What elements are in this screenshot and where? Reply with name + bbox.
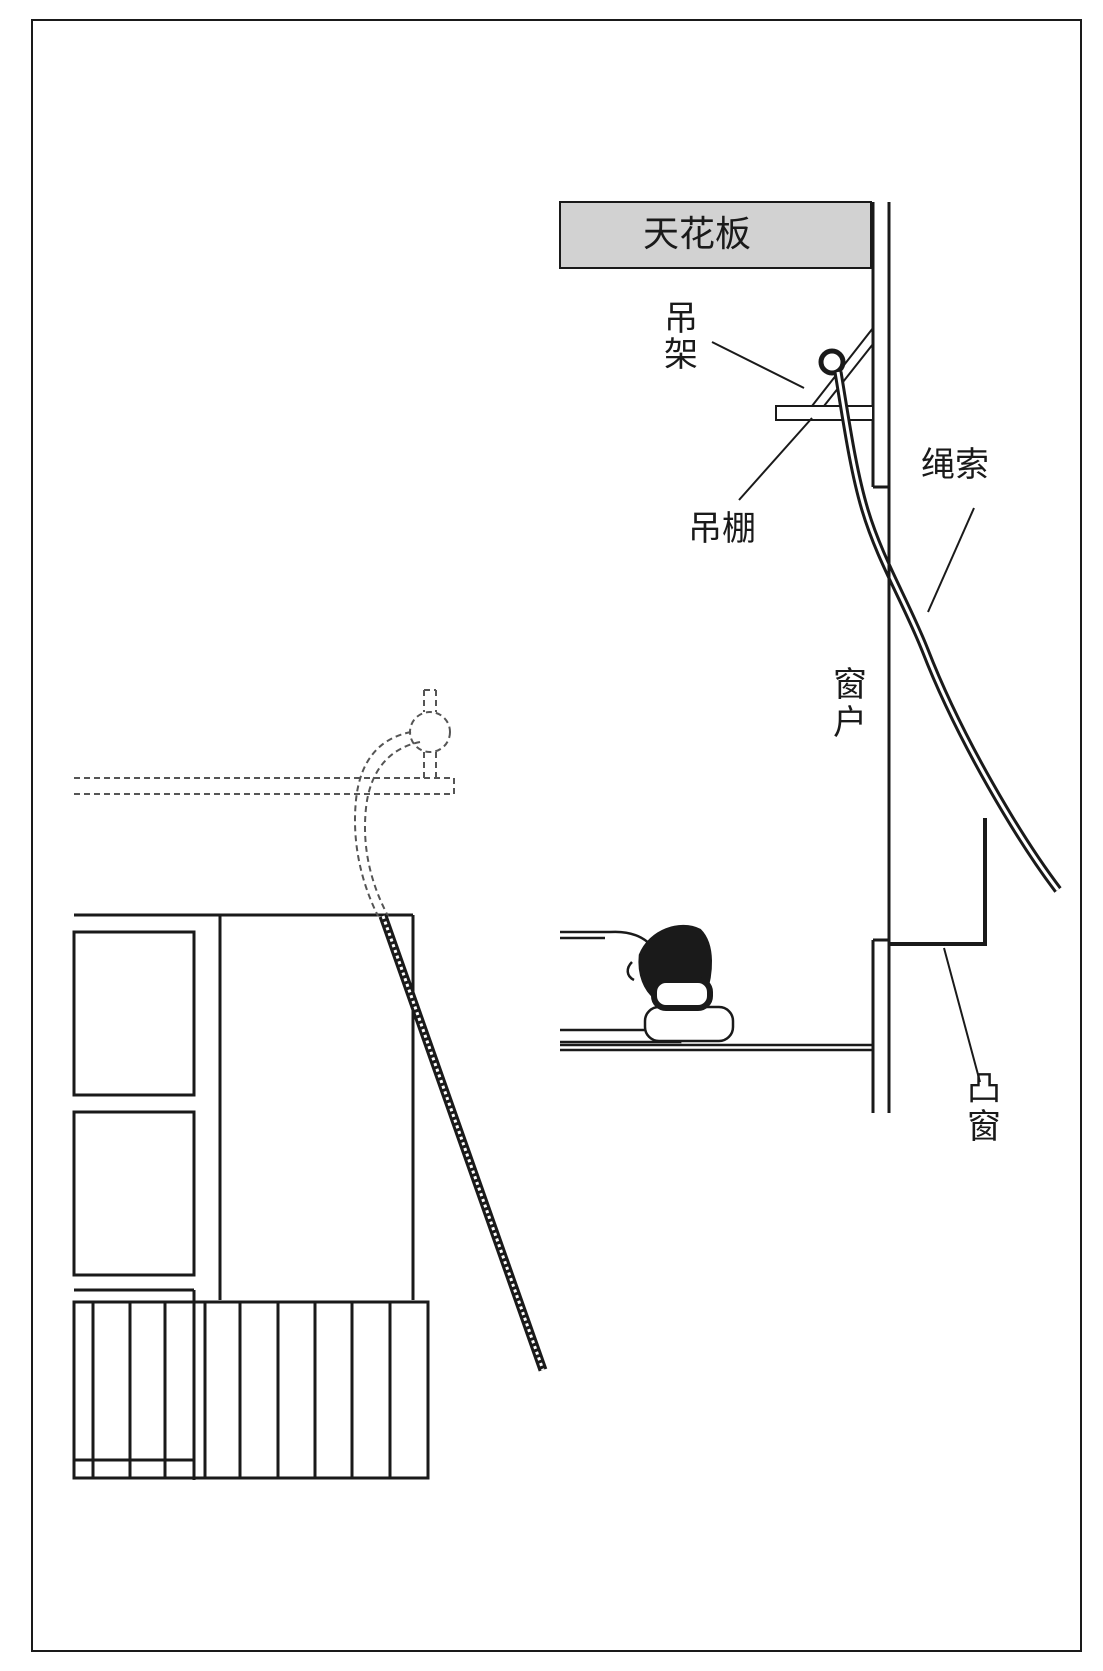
window-pane-upper xyxy=(72,930,196,1097)
hanger-label-1: 吊 xyxy=(664,299,698,339)
building-facade xyxy=(72,913,415,1480)
dashed-rope xyxy=(353,731,421,917)
balcony-railing xyxy=(72,1300,430,1480)
head-wrap xyxy=(651,977,713,1011)
ceiling-label: 天花板 xyxy=(643,214,751,255)
hanging-rope xyxy=(378,914,548,1372)
ceiling-slab xyxy=(559,201,872,269)
pillow xyxy=(643,1005,735,1043)
bay-window xyxy=(889,818,987,946)
rope-loop xyxy=(818,348,846,376)
dashed-ledge xyxy=(74,689,455,795)
window-label-2: 户 xyxy=(833,703,867,743)
leader-lines xyxy=(711,341,981,1083)
ledge-shelf xyxy=(775,405,874,421)
window-label-1: 窗 xyxy=(833,665,867,705)
hanger-label-2: 架 xyxy=(664,335,698,375)
outer-frame xyxy=(31,19,1082,1652)
window-pane-lower xyxy=(72,1110,196,1277)
lower-wall xyxy=(871,938,891,1113)
rope-label: 绳索 xyxy=(921,445,989,485)
rope xyxy=(818,348,1062,893)
sleeping-person xyxy=(560,924,873,1052)
upper-wall xyxy=(871,202,891,489)
bay-window-label-2: 窗 xyxy=(967,1107,1001,1147)
bay-window-label-1: 凸 xyxy=(967,1069,1001,1109)
ceiling: 天花板 xyxy=(559,201,872,269)
ledge-label: 吊棚 xyxy=(688,509,756,549)
